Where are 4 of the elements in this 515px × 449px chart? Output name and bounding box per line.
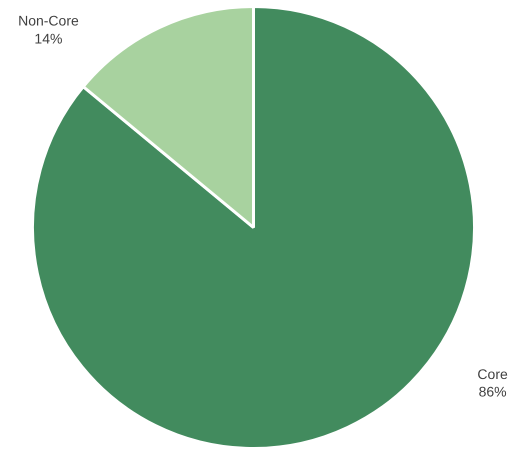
slice-label: Non-Core (18, 12, 79, 29)
data-label: 86% (478, 384, 507, 400)
data-label: 14% (34, 30, 62, 46)
slice-label: Core (477, 366, 508, 382)
